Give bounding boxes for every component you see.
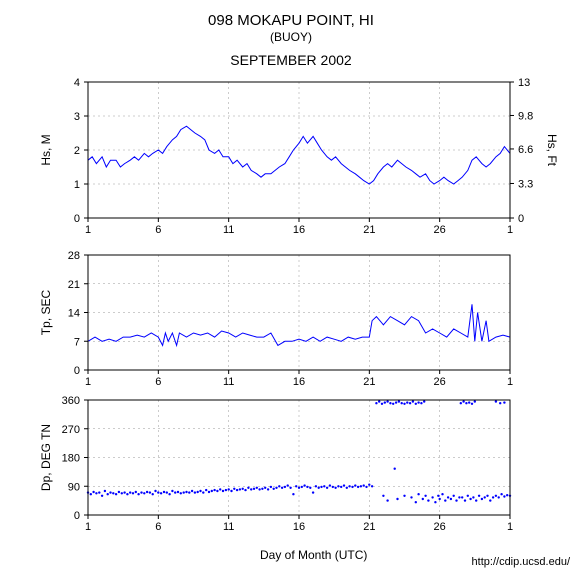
svg-text:11: 11	[223, 521, 234, 533]
svg-text:1: 1	[507, 521, 513, 533]
svg-text:360: 360	[62, 395, 80, 407]
svg-text:0: 0	[74, 365, 80, 377]
svg-text:21: 21	[363, 376, 375, 388]
svg-text:26: 26	[434, 224, 446, 236]
x-axis-label: Day of Month (UTC)	[260, 548, 367, 562]
svg-text:6.6: 6.6	[518, 144, 533, 156]
svg-text:6: 6	[155, 376, 161, 388]
svg-text:16: 16	[293, 376, 305, 388]
svg-text:Hs, M: Hs, M	[39, 134, 53, 165]
svg-text:11: 11	[223, 224, 234, 236]
svg-text:1: 1	[85, 224, 91, 236]
svg-text:3.3: 3.3	[518, 178, 533, 190]
svg-text:90: 90	[68, 481, 80, 493]
svg-text:1: 1	[85, 376, 91, 388]
svg-text:1: 1	[74, 179, 80, 191]
svg-text:3: 3	[74, 111, 80, 123]
svg-text:1: 1	[85, 521, 91, 533]
svg-text:21: 21	[363, 521, 375, 533]
svg-text:7: 7	[74, 336, 80, 348]
svg-text:0: 0	[74, 510, 80, 522]
svg-text:2: 2	[74, 145, 80, 157]
svg-text:1: 1	[507, 376, 513, 388]
svg-text:16: 16	[293, 521, 305, 533]
svg-text:13: 13	[518, 77, 530, 89]
svg-text:28: 28	[68, 250, 80, 262]
svg-text:Hs, Ft: Hs, Ft	[545, 134, 559, 167]
credit-label: http://cdip.ucsd.edu/	[472, 556, 570, 568]
svg-text:9.8: 9.8	[518, 110, 533, 122]
svg-text:Tp, SEC: Tp, SEC	[39, 290, 53, 336]
hs-series	[88, 126, 510, 184]
svg-text:4: 4	[74, 77, 80, 89]
chart-container: 098 MOKAPU POINT, HI (BUOY) SEPTEMBER 20…	[0, 0, 582, 581]
svg-text:270: 270	[62, 424, 80, 436]
svg-text:26: 26	[434, 376, 446, 388]
svg-text:180: 180	[62, 453, 80, 465]
svg-text:11: 11	[223, 376, 234, 388]
svg-text:Dp, DEG TN: Dp, DEG TN	[39, 424, 53, 491]
svg-text:21: 21	[68, 279, 80, 291]
svg-text:0: 0	[518, 213, 524, 225]
svg-text:1: 1	[507, 224, 513, 236]
plot-svg: 0123403.36.69.81316111621261Hs, MHs, Ft0…	[0, 0, 582, 581]
svg-text:6: 6	[155, 521, 161, 533]
svg-text:21: 21	[363, 224, 375, 236]
svg-text:16: 16	[293, 224, 305, 236]
svg-text:26: 26	[434, 521, 446, 533]
svg-text:6: 6	[155, 224, 161, 236]
svg-text:14: 14	[68, 308, 80, 320]
svg-text:0: 0	[74, 213, 80, 225]
